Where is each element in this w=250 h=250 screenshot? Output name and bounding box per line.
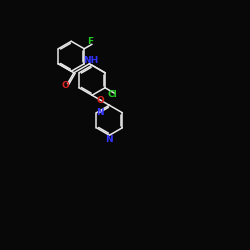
- Text: NH: NH: [83, 56, 98, 65]
- Text: N: N: [96, 108, 104, 117]
- Text: Cl: Cl: [108, 90, 118, 99]
- Text: F: F: [88, 37, 94, 46]
- Text: O: O: [96, 96, 104, 105]
- Text: O: O: [61, 81, 69, 90]
- Text: N: N: [106, 134, 113, 143]
